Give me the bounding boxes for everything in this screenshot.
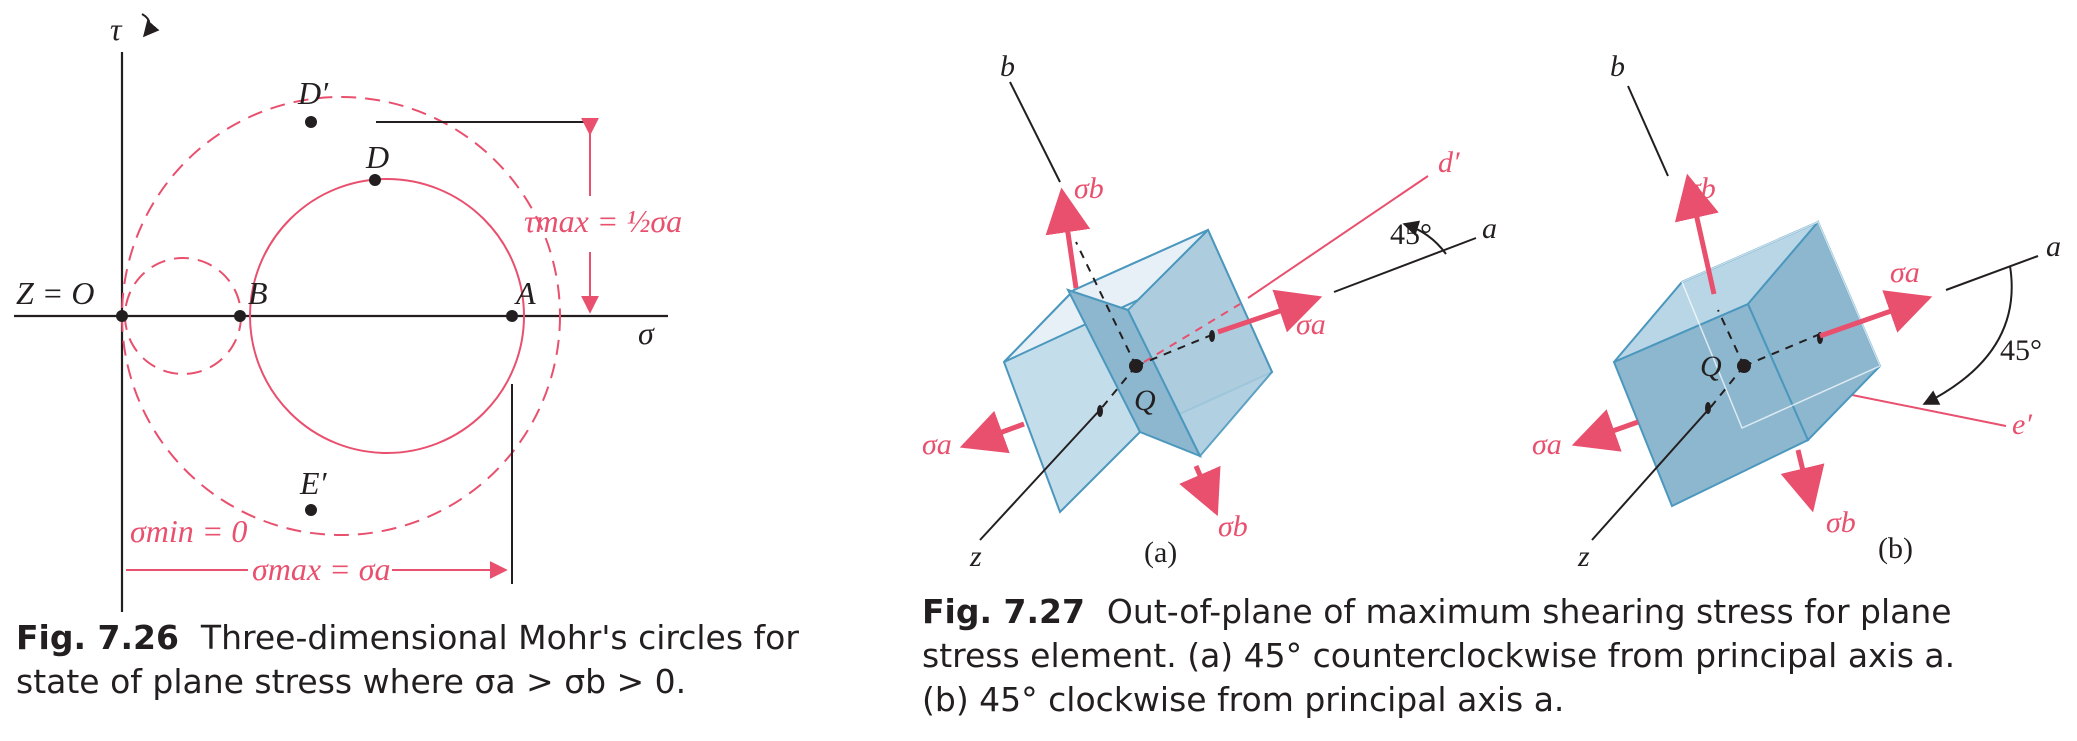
point-O: [116, 310, 128, 322]
tau-max-label: τmax = ½σa: [524, 203, 682, 239]
sigma-a-label-left: σa: [1532, 428, 1562, 461]
axis-z-label: z: [969, 540, 982, 573]
point-Eprime: [305, 504, 317, 516]
sigma-a-arrow-left: [1571, 409, 1639, 452]
subfigure-label-b: (b): [1878, 532, 1913, 565]
sigma-a-label-left: σa: [922, 428, 952, 461]
sigma-min-label: σmin = 0: [130, 513, 247, 549]
sigma-b-label-bottom: σb: [1826, 506, 1856, 539]
angle-arc-cw: [1922, 265, 2013, 405]
outer-mohr-circle: [121, 96, 561, 536]
point-Dprime: [305, 116, 317, 128]
sigma-a-label-right: σa: [1296, 308, 1326, 341]
point-A: [506, 310, 518, 322]
point-Q: [1737, 359, 1751, 373]
axis-dprime-label: d′: [1438, 146, 1460, 179]
caption-number: Fig. 7.26: [16, 618, 179, 657]
axis-z-line: [1591, 409, 1709, 541]
internal-axis-b: [1717, 309, 1745, 367]
sigma-b-arrow-top: [1045, 187, 1091, 289]
point-B: [234, 310, 246, 322]
axis-b-label: b: [1610, 50, 1625, 83]
angle-label: 45°: [1390, 218, 1432, 251]
axis-b-line: [1627, 85, 1669, 177]
axis-a-label: a: [1482, 212, 1497, 245]
sigma-a-label-right: σa: [1890, 256, 1920, 289]
point-Q-label: Q: [1134, 384, 1156, 417]
caption-fig-7-26: Fig. 7.26 Three-dimensional Mohr's circle…: [16, 616, 816, 704]
caption-number: Fig. 7.27: [922, 592, 1085, 631]
axis-a-line: [1333, 237, 1477, 293]
caption-text: Out-of-plane of maximum shearing stress …: [1106, 592, 1952, 631]
sigma-a-arrow-right: [1217, 289, 1323, 335]
axis-z-dot: [1097, 405, 1103, 417]
point-Q-label: Q: [1700, 350, 1722, 383]
cube-face-right: [1126, 228, 1274, 458]
axis-a-label: a: [2046, 230, 2061, 263]
caption-text: Three-dimensional Mohr's circles for: [200, 618, 799, 657]
cube-back-edges: [1681, 221, 1881, 430]
sigma-a-arrow-left: [959, 410, 1025, 454]
angle-arc-ccw: [1402, 220, 1447, 255]
label-D: D: [365, 139, 389, 175]
caption-line-2: stress element. (a) 45° counterclockwise…: [922, 636, 1956, 675]
axis-a-line: [1945, 255, 2039, 291]
tau-direction-icon: [141, 13, 160, 38]
caption-line-3: (b) 45° clockwise from principal axis a.: [922, 680, 1565, 719]
sigma-b-arrow-bottom: [1179, 465, 1221, 517]
mohr-diagram: τ σ Z = O B A D D′ E′ τmax = ½σa σmin = …: [14, 11, 682, 612]
caption-line-1: Fig. 7.27 Out-of-plane of maximum shearin…: [922, 590, 2062, 634]
axis-eprime-label: e′: [2012, 408, 2032, 441]
sigma-a-arrow-right: [1819, 290, 1933, 339]
subfigure-label-a: (a): [1144, 536, 1177, 569]
point-D: [369, 174, 381, 186]
inner-mohr-circle-ab: [249, 178, 525, 454]
label-B: B: [248, 275, 268, 311]
caption-line-1: Fig. 7.26 Three-dimensional Mohr's circle…: [16, 616, 816, 660]
point-Q: [1129, 359, 1143, 373]
sigma-b-label-bottom: σb: [1218, 510, 1248, 543]
sigma-b-label-top: σb: [1686, 172, 1716, 205]
tau-axis-label: τ: [110, 11, 123, 47]
axis-z-line: [979, 411, 1099, 541]
axis-a-dot: [1209, 330, 1215, 342]
sigma-max-label: σmax = σa: [252, 551, 390, 587]
internal-axis-b: [1075, 241, 1137, 367]
axis-b-label: b: [1000, 50, 1015, 83]
label-Z-equals-O: Z = O: [16, 275, 95, 311]
caption-fig-7-27: Fig. 7.27 Out-of-plane of maximum shearin…: [922, 590, 2062, 722]
axis-b-line: [1009, 81, 1061, 183]
element-diagram-a: b a d′ 45° z Q σb σb σa: [922, 50, 1497, 573]
sigma-b-label-top: σb: [1074, 172, 1104, 205]
label-Dprime: D′: [297, 75, 329, 111]
internal-axis-dprime: [1143, 303, 1241, 363]
sigma-b-arrow-top: [1674, 173, 1719, 295]
sigma-axis-label: σ: [638, 315, 655, 351]
axis-dprime-line: [1247, 175, 1429, 299]
sigma-b-arrow-bottom: [1780, 449, 1825, 513]
axis-z-label: z: [1577, 540, 1590, 573]
label-Eprime: E′: [299, 465, 328, 501]
caption-line-2: state of plane stress where σa > σb > 0.: [16, 662, 687, 701]
label-A: A: [514, 275, 536, 311]
internal-axis-z: [1099, 365, 1137, 411]
internal-axis-z: [1709, 365, 1745, 409]
element-diagram-b: b a e′ 45° z Q σb σb σa σa: [1532, 50, 2061, 573]
axis-z-dot: [1705, 402, 1711, 414]
angle-label: 45°: [2000, 334, 2042, 367]
